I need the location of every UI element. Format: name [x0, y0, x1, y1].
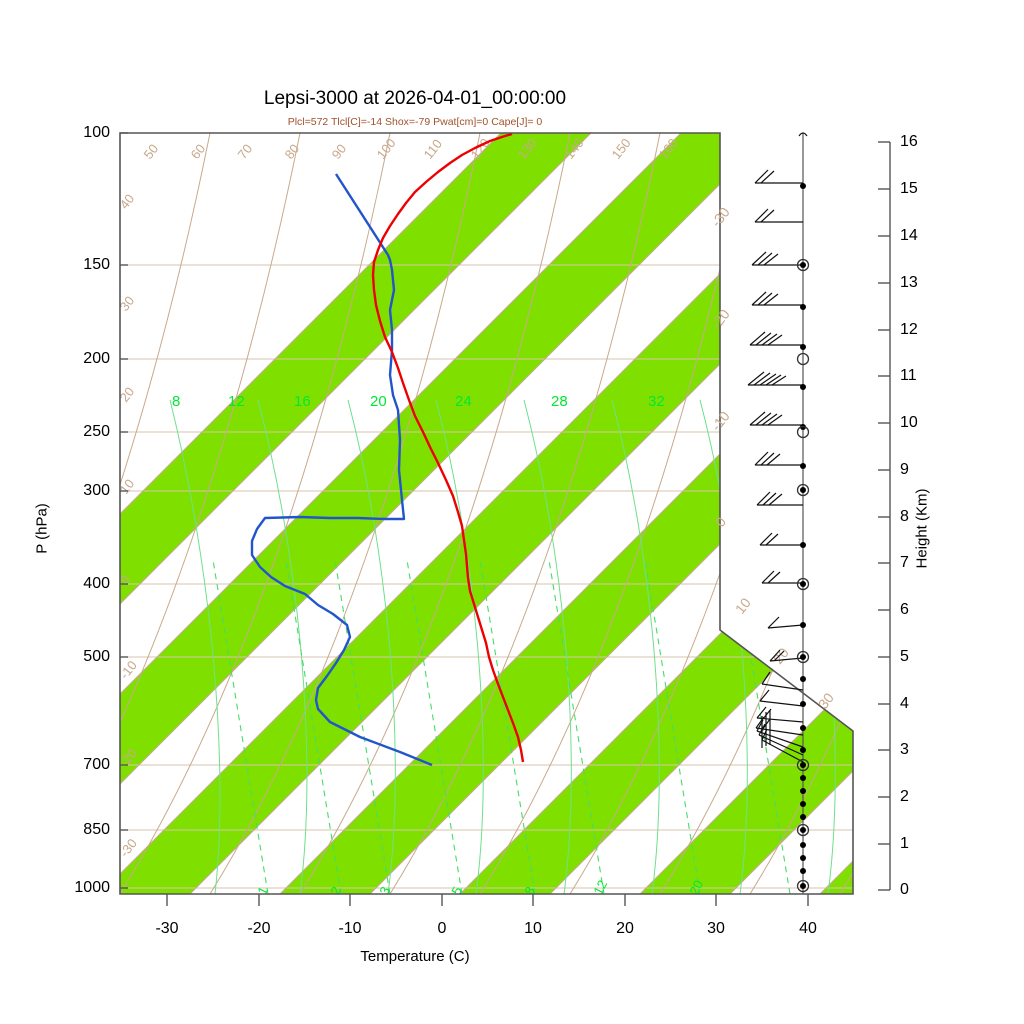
height-tick-9: 9	[900, 461, 909, 478]
pressure-tick-500: 500	[83, 648, 110, 665]
temp-tick--10: -10	[338, 920, 362, 937]
svg-text:12: 12	[228, 393, 245, 410]
svg-text:8: 8	[521, 884, 538, 897]
pressure-tick-marks	[120, 132, 128, 889]
dewpoint-profile-line	[250, 173, 433, 767]
height-tick-3: 3	[900, 741, 909, 758]
svg-text:20: 20	[770, 645, 792, 667]
pressure-tick-200: 200	[83, 350, 110, 367]
temperature-profile-line	[371, 133, 525, 763]
temp-tick--20: -20	[247, 920, 271, 937]
svg-text:28: 28	[551, 393, 568, 410]
height-tick-4: 4	[900, 695, 909, 712]
height-tick-12: 12	[900, 321, 918, 338]
pressure-tick-700: 700	[83, 756, 110, 773]
height-tick-15: 15	[900, 180, 918, 197]
wind-level-rings	[796, 258, 810, 893]
page-title: Lepsi-3000 at 2026-04-01_00:00:00	[263, 88, 567, 109]
svg-text:1: 1	[254, 884, 271, 897]
svg-text:10: 10	[732, 595, 754, 617]
height-tick-16: 16	[900, 133, 918, 150]
height-tick-6: 6	[900, 601, 909, 618]
pressure-tick-100: 100	[83, 124, 110, 141]
temp-tick-20: 20	[616, 920, 634, 937]
svg-text:5: 5	[448, 884, 465, 897]
temp-tick-10: 10	[524, 920, 542, 937]
height-tick-marks	[878, 141, 890, 891]
pressure-tick-400: 400	[83, 575, 110, 592]
svg-text:8: 8	[172, 393, 180, 410]
temp-tick-30: 30	[707, 920, 725, 937]
height-tick-14: 14	[900, 227, 918, 244]
height-tick-5: 5	[900, 648, 909, 665]
pressure-tick-300: 300	[83, 482, 110, 499]
temp-tick-40: 40	[799, 920, 817, 937]
plot-frame	[119, 132, 854, 895]
height-tick-7: 7	[900, 554, 909, 571]
moist-adiabat-lines	[169, 399, 836, 894]
temp-tick-0: 0	[437, 920, 447, 937]
height-tick-2: 2	[900, 788, 909, 805]
height-tick-13: 13	[900, 274, 918, 291]
temperature-tick-labels: -30 -20 -10 0 10 20 30 40	[0, 920, 1024, 950]
svg-text:32: 32	[648, 393, 665, 410]
temperature-tick-marks	[166, 894, 809, 906]
height-tick-8: 8	[900, 508, 909, 525]
pressure-tick-1000: 1000	[74, 879, 110, 896]
potential-temperature-lines	[120, 133, 853, 894]
wind-barbs-group	[747, 132, 808, 763]
x-axis-label: Temperature (C)	[360, 948, 470, 965]
height-tick-1: 1	[900, 835, 909, 852]
pressure-tick-250: 250	[83, 423, 110, 440]
svg-text:20: 20	[370, 393, 387, 410]
pressure-tick-labels: 100 150 200 250 300 400 500 700 850 1000	[30, 0, 110, 1024]
pressure-tick-850: 850	[83, 821, 110, 838]
height-tick-labels: 16 15 14 13 12 11 10 9 8 7 6 5 4 3 2 1 0	[900, 0, 960, 1024]
temp-tick--30: -30	[155, 920, 179, 937]
svg-text:16: 16	[294, 393, 311, 410]
sounding-indices-subtitle: Plcl=572 Tlcl[C]=-14 Shox=-79 Pwat[cm]=0…	[287, 116, 543, 128]
svg-text:3: 3	[376, 884, 393, 897]
svg-text:2: 2	[327, 884, 344, 897]
height-axis	[878, 141, 891, 891]
height-tick-11: 11	[900, 367, 917, 384]
svg-text:24: 24	[455, 393, 472, 410]
height-tick-10: 10	[900, 414, 918, 431]
moist-adiabat-labels: 8 12 16 20 24 28 32	[172, 393, 665, 410]
wind-barb-panel[interactable]	[747, 132, 810, 894]
wind-level-dots	[800, 183, 806, 889]
pressure-tick-150: 150	[83, 256, 110, 273]
height-tick-0: 0	[900, 881, 909, 898]
